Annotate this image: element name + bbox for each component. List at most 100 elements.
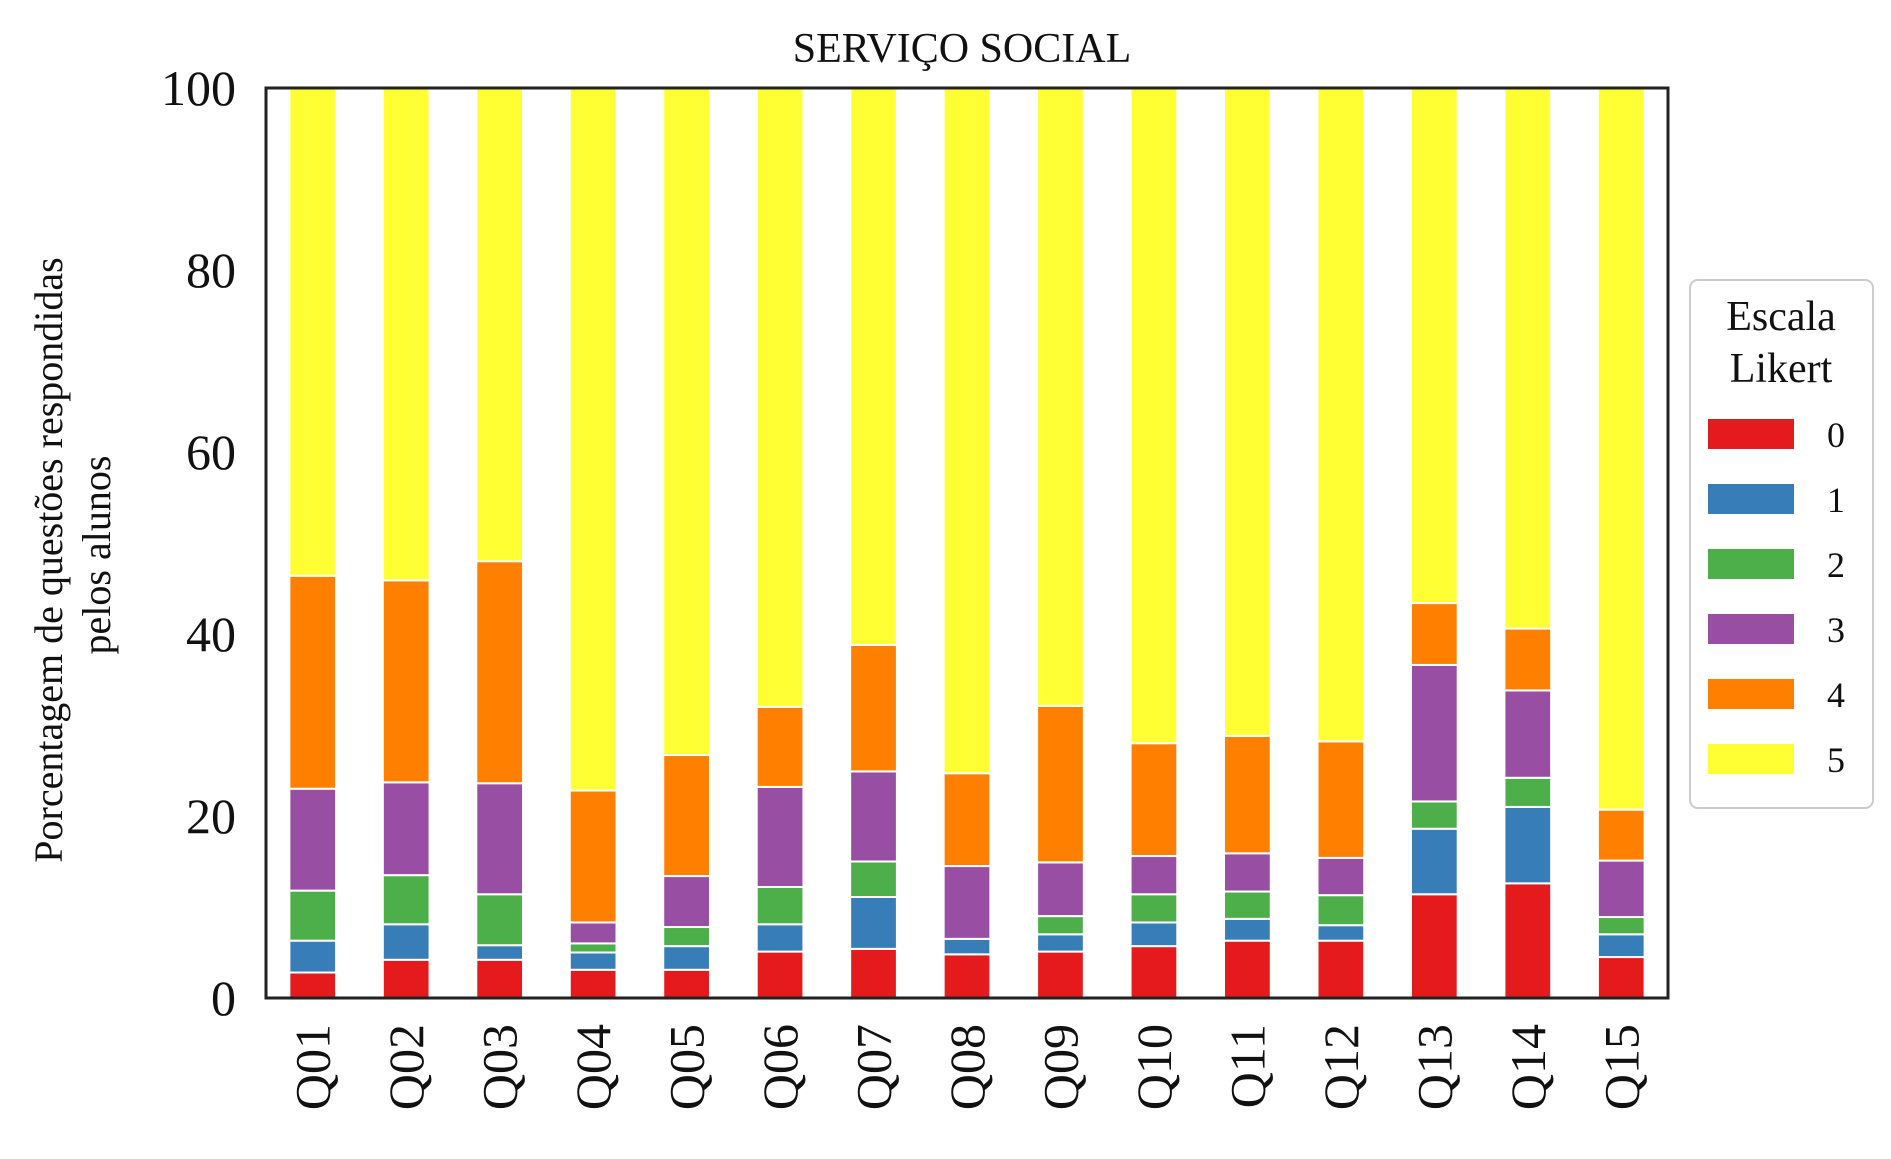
bar-segment-q11-likert-1: [1223, 917, 1272, 942]
x-tick-label-q07: Q07: [846, 1024, 902, 1110]
bar-segment-q02-likert-2: [381, 874, 431, 926]
bar-segment-q05-likert-3: [662, 875, 711, 929]
bar-segment-q15-likert-3: [1596, 859, 1646, 919]
bar-segment-q06-likert-4: [755, 705, 805, 788]
bar-segment-q07-likert-4: [849, 643, 898, 773]
bar-segment-q11-likert-4: [1223, 734, 1272, 855]
legend-title-line-1: Escala: [1726, 294, 1836, 340]
bar-segment-q04-likert-0: [568, 968, 618, 999]
bar-segment-q01-likert-3: [288, 787, 338, 892]
bar-segment-q07-likert-3: [849, 770, 898, 863]
bar-stack-q04: [568, 87, 618, 999]
legend: Escala Likert 0 1 2 3 4 5: [1689, 279, 1874, 809]
bar-segment-q15-likert-0: [1596, 956, 1646, 999]
legend-label-4: 4: [1827, 675, 1845, 715]
bar-segment-q03-likert-2: [475, 893, 525, 947]
bar-segment-q11-likert-3: [1223, 852, 1272, 893]
bar-segment-q09-likert-3: [1036, 861, 1085, 918]
bars-layer: [288, 87, 1646, 1000]
bar-segment-q01-likert-4: [288, 574, 338, 790]
bar-segment-q01-likert-0: [288, 971, 338, 1000]
bar-segment-q13-likert-2: [1409, 800, 1459, 830]
bar-segment-q14-likert-2: [1503, 776, 1553, 808]
bar-segment-q06-likert-2: [755, 885, 805, 926]
legend-swatch-3: [1708, 614, 1794, 644]
bar-segment-q02-likert-0: [381, 958, 431, 1000]
bar-segment-q09-likert-0: [1036, 950, 1085, 1000]
bar-segment-q11-likert-0: [1223, 939, 1272, 999]
y-axis-label-line-1: Porcentagem de questões respondidas: [26, 257, 71, 862]
bar-segment-q12-likert-4: [1316, 740, 1366, 859]
bar-segment-q10-likert-3: [1129, 855, 1179, 896]
legend-swatch-4: [1708, 679, 1794, 709]
bar-segment-q10-likert-1: [1129, 921, 1179, 948]
bar-segment-q07-likert-2: [849, 860, 898, 898]
x-axis-ticks: Q01 Q02 Q03 Q04 Q05 Q06 Q07 Q08 Q09 Q10 Q11 Q12 Q13 Q…: [285, 1024, 1650, 1110]
bar-segment-q04-likert-5: [568, 87, 618, 792]
bar-segment-q13-likert-1: [1409, 827, 1459, 896]
bar-stack-q02: [381, 87, 431, 1000]
bar-segment-q14-likert-3: [1503, 689, 1553, 779]
bar-segment-q15-likert-1: [1596, 933, 1646, 959]
bar-segment-q10-likert-4: [1129, 742, 1179, 858]
bar-stack-q09: [1036, 87, 1085, 1000]
bar-segment-q14-likert-1: [1503, 805, 1553, 885]
legend-label-1: 1: [1827, 480, 1845, 520]
chart-title: SERVIÇO SOCIAL: [793, 26, 1132, 72]
bar-segment-q01-likert-2: [288, 889, 338, 942]
bar-segment-q03-likert-0: [475, 958, 525, 1000]
bar-segment-q08-likert-1: [942, 937, 992, 956]
bar-segment-q13-likert-3: [1409, 663, 1459, 803]
x-tick-label-q01: Q01: [285, 1024, 341, 1110]
y-axis-ticks: 0 20 40 60 80 100: [161, 60, 236, 1026]
bar-stack-q11: [1223, 87, 1272, 999]
bar-segment-q14-likert-4: [1503, 627, 1553, 692]
legend-label-2: 2: [1827, 545, 1845, 585]
legend-item-5: 5: [1708, 740, 1845, 780]
bar-segment-q13-likert-4: [1409, 602, 1459, 666]
bar-segment-q04-likert-4: [568, 789, 618, 924]
y-tick-label-20: 20: [186, 788, 236, 844]
y-tick-label-40: 40: [186, 606, 236, 662]
bar-segment-q08-likert-5: [942, 87, 992, 775]
y-tick-label-80: 80: [186, 242, 236, 298]
bar-stack-q12: [1316, 87, 1366, 999]
legend-items: 0 1 2 3 4 5: [1708, 415, 1845, 780]
bar-segment-q04-likert-2: [568, 942, 618, 954]
bar-segment-q08-likert-4: [942, 772, 992, 868]
bar-segment-q09-likert-1: [1036, 933, 1085, 953]
bar-segment-q05-likert-4: [662, 754, 711, 878]
bar-segment-q03-likert-3: [475, 782, 525, 896]
x-tick-label-q03: Q03: [472, 1024, 528, 1110]
bar-segment-q06-likert-3: [755, 785, 805, 888]
bar-segment-q01-likert-5: [288, 87, 338, 577]
x-tick-label-q14: Q14: [1500, 1024, 1556, 1110]
x-tick-label-q08: Q08: [939, 1024, 995, 1110]
bar-segment-q14-likert-0: [1503, 882, 1553, 1000]
x-tick-label-q02: Q02: [378, 1024, 434, 1110]
legend-item-4: 4: [1708, 675, 1845, 715]
legend-swatch-1: [1708, 484, 1794, 514]
y-tick-label-0: 0: [211, 970, 236, 1026]
bar-segment-q05-likert-0: [662, 968, 711, 999]
bar-segment-q04-likert-1: [568, 951, 618, 971]
bar-segment-q13-likert-0: [1409, 893, 1459, 1000]
legend-swatch-2: [1708, 549, 1794, 579]
bar-segment-q09-likert-4: [1036, 704, 1085, 864]
bar-segment-q08-likert-0: [942, 953, 992, 1000]
legend-label-0: 0: [1827, 415, 1845, 455]
bar-segment-q05-likert-2: [662, 926, 711, 948]
x-tick-label-q04: Q04: [565, 1024, 621, 1110]
x-tick-label-q05: Q05: [659, 1024, 715, 1110]
legend-item-1: 1: [1708, 480, 1845, 520]
x-tick-label-q15: Q15: [1593, 1024, 1649, 1110]
bar-segment-q06-likert-5: [755, 87, 805, 708]
legend-label-5: 5: [1827, 740, 1845, 780]
legend-item-3: 3: [1708, 610, 1845, 650]
bar-segment-q14-likert-5: [1503, 87, 1553, 630]
bar-stack-q05: [662, 87, 711, 999]
bar-segment-q02-likert-1: [381, 923, 431, 961]
legend-swatch-5: [1708, 744, 1794, 774]
bar-stack-q08: [942, 87, 992, 1000]
